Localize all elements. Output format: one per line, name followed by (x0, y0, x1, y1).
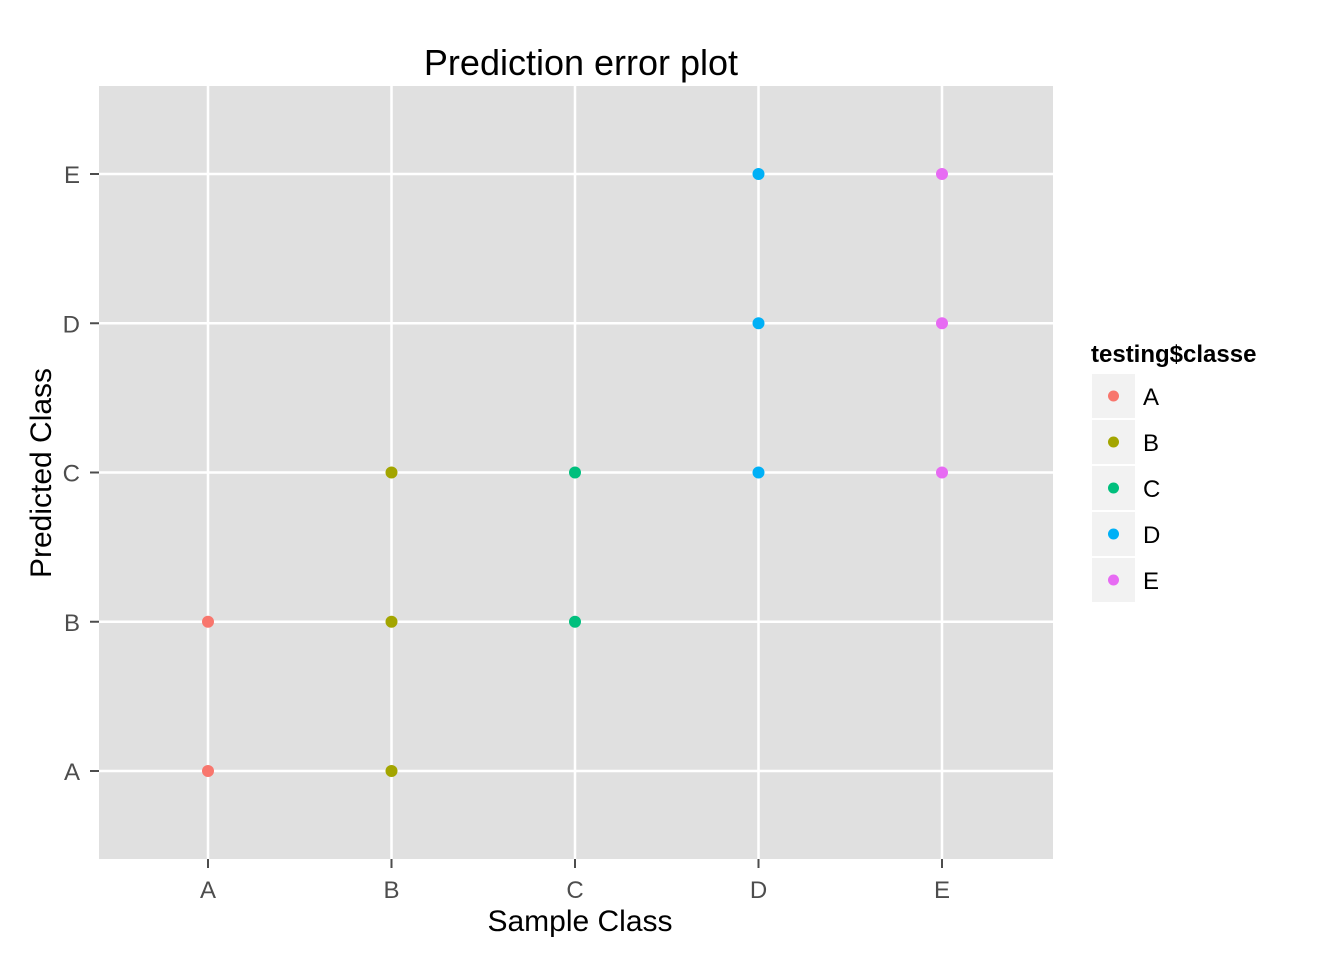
point-E-E (936, 168, 948, 180)
x-axis: A B C D E (200, 859, 950, 904)
y-tick-label-D: D (63, 311, 80, 338)
y-axis-title: Predicted Class (25, 368, 58, 578)
legend-marker-A (1108, 390, 1119, 402)
y-tick-label-C: C (63, 461, 80, 488)
legend-marker-B (1108, 436, 1119, 448)
point-A-A (202, 765, 214, 777)
legend-label-D: D (1143, 522, 1160, 549)
point-B-B (385, 615, 398, 628)
y-tick-label-E: E (64, 162, 80, 189)
point-D-E (752, 168, 765, 180)
legend-label-A: A (1143, 384, 1159, 411)
legend-label-E: E (1143, 568, 1159, 595)
legend-marker-E (1108, 574, 1119, 586)
point-B-C (385, 466, 398, 479)
x-tick-label-E: E (934, 877, 950, 904)
point-D-C (752, 466, 765, 479)
x-tick-label-A: A (200, 877, 216, 904)
data-points (202, 168, 948, 777)
legend-marker-C (1108, 482, 1119, 494)
point-B-A (385, 765, 398, 777)
legend-label-C: C (1143, 476, 1160, 503)
point-A-B (202, 615, 214, 628)
y-axis: A B C D E (63, 162, 99, 786)
chart-title: Prediction error plot (424, 42, 738, 83)
x-tick-label-B: B (383, 877, 399, 904)
point-E-C (936, 466, 948, 479)
legend-label-B: B (1143, 430, 1159, 457)
point-C-B (569, 615, 581, 628)
point-E-D (936, 317, 948, 330)
legend-marker-D (1108, 528, 1119, 540)
x-axis-title: Sample Class (487, 905, 672, 938)
y-tick-label-B: B (64, 610, 80, 637)
x-tick-label-D: D (750, 877, 767, 904)
x-tick-label-C: C (566, 877, 583, 904)
point-D-D (752, 317, 765, 330)
point-C-C (569, 466, 581, 479)
legend-title: testing$classe (1091, 341, 1256, 368)
y-tick-label-A: A (64, 759, 80, 786)
